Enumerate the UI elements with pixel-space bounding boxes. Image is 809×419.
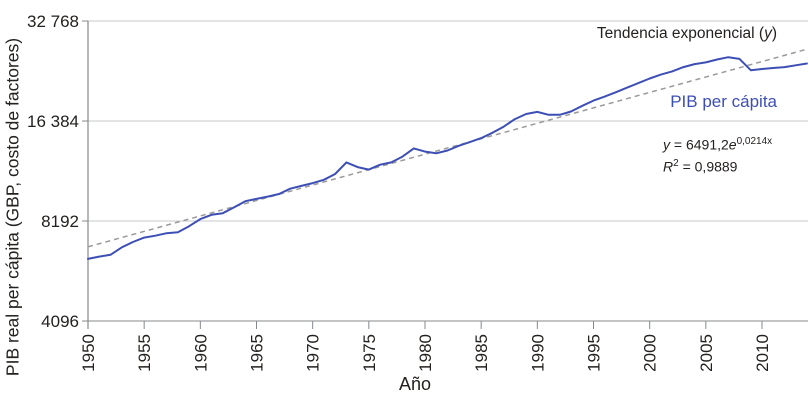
trend-line [87, 48, 808, 248]
trend-equation: y = 6491,2e0,0214x R2 = 0,9889 [663, 134, 772, 177]
y-tick-label: 4096 [41, 312, 79, 331]
x-tick-label: 1990 [528, 334, 547, 372]
y-tick-label: 8192 [41, 212, 79, 231]
x-tick-label: 1950 [79, 334, 98, 372]
y-tick-label: 16 384 [27, 112, 79, 131]
x-axis-label: Año [398, 374, 432, 394]
equation-line: y = 6491,2e0,0214x [663, 136, 773, 153]
x-tick-label: 1965 [248, 334, 267, 372]
trend-label-text: Tendencia exponencial ( [596, 25, 765, 42]
x-tick-label: 1955 [135, 334, 154, 372]
x-tick-label: 2000 [641, 334, 660, 372]
x-tick-label: 1995 [585, 334, 604, 372]
x-tick-label: 1985 [472, 334, 491, 372]
x-tick-label: 1970 [304, 334, 323, 372]
gdp-line [87, 56, 808, 260]
trend-label-var: y [764, 25, 772, 42]
series-label: PIB per cápita [670, 92, 777, 111]
x-tick-label: 2010 [753, 334, 772, 372]
y-tick-label: 32 768 [27, 12, 79, 31]
x-tick-label: 1980 [416, 334, 435, 372]
trend-line-label: Tendencia exponencial (y) [597, 25, 777, 43]
x-tick-label: 2005 [697, 334, 716, 372]
x-tick-label: 1975 [360, 334, 379, 372]
x-tick-label: 1960 [191, 334, 210, 372]
y-axis-label: PIB real per cápita (GBP, costo de facto… [2, 37, 23, 377]
trend-label-suffix: ) [771, 25, 777, 42]
r-squared-line: R2 = 0,9889 [663, 157, 738, 175]
